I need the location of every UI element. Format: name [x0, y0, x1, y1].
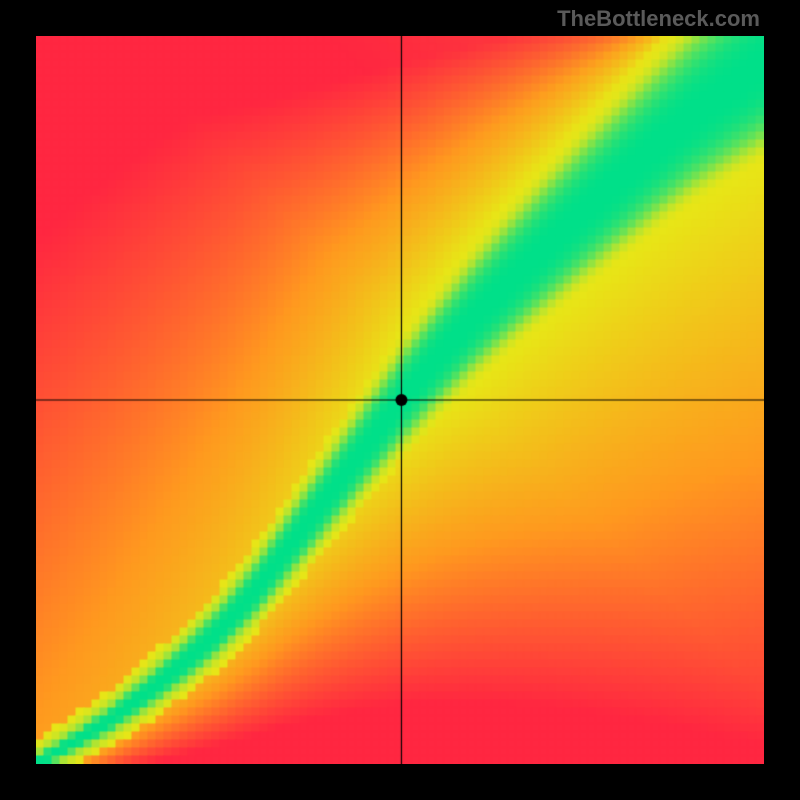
bottleneck-heatmap [36, 36, 764, 764]
watermark-text: TheBottleneck.com [557, 6, 760, 32]
chart-container: TheBottleneck.com [0, 0, 800, 800]
